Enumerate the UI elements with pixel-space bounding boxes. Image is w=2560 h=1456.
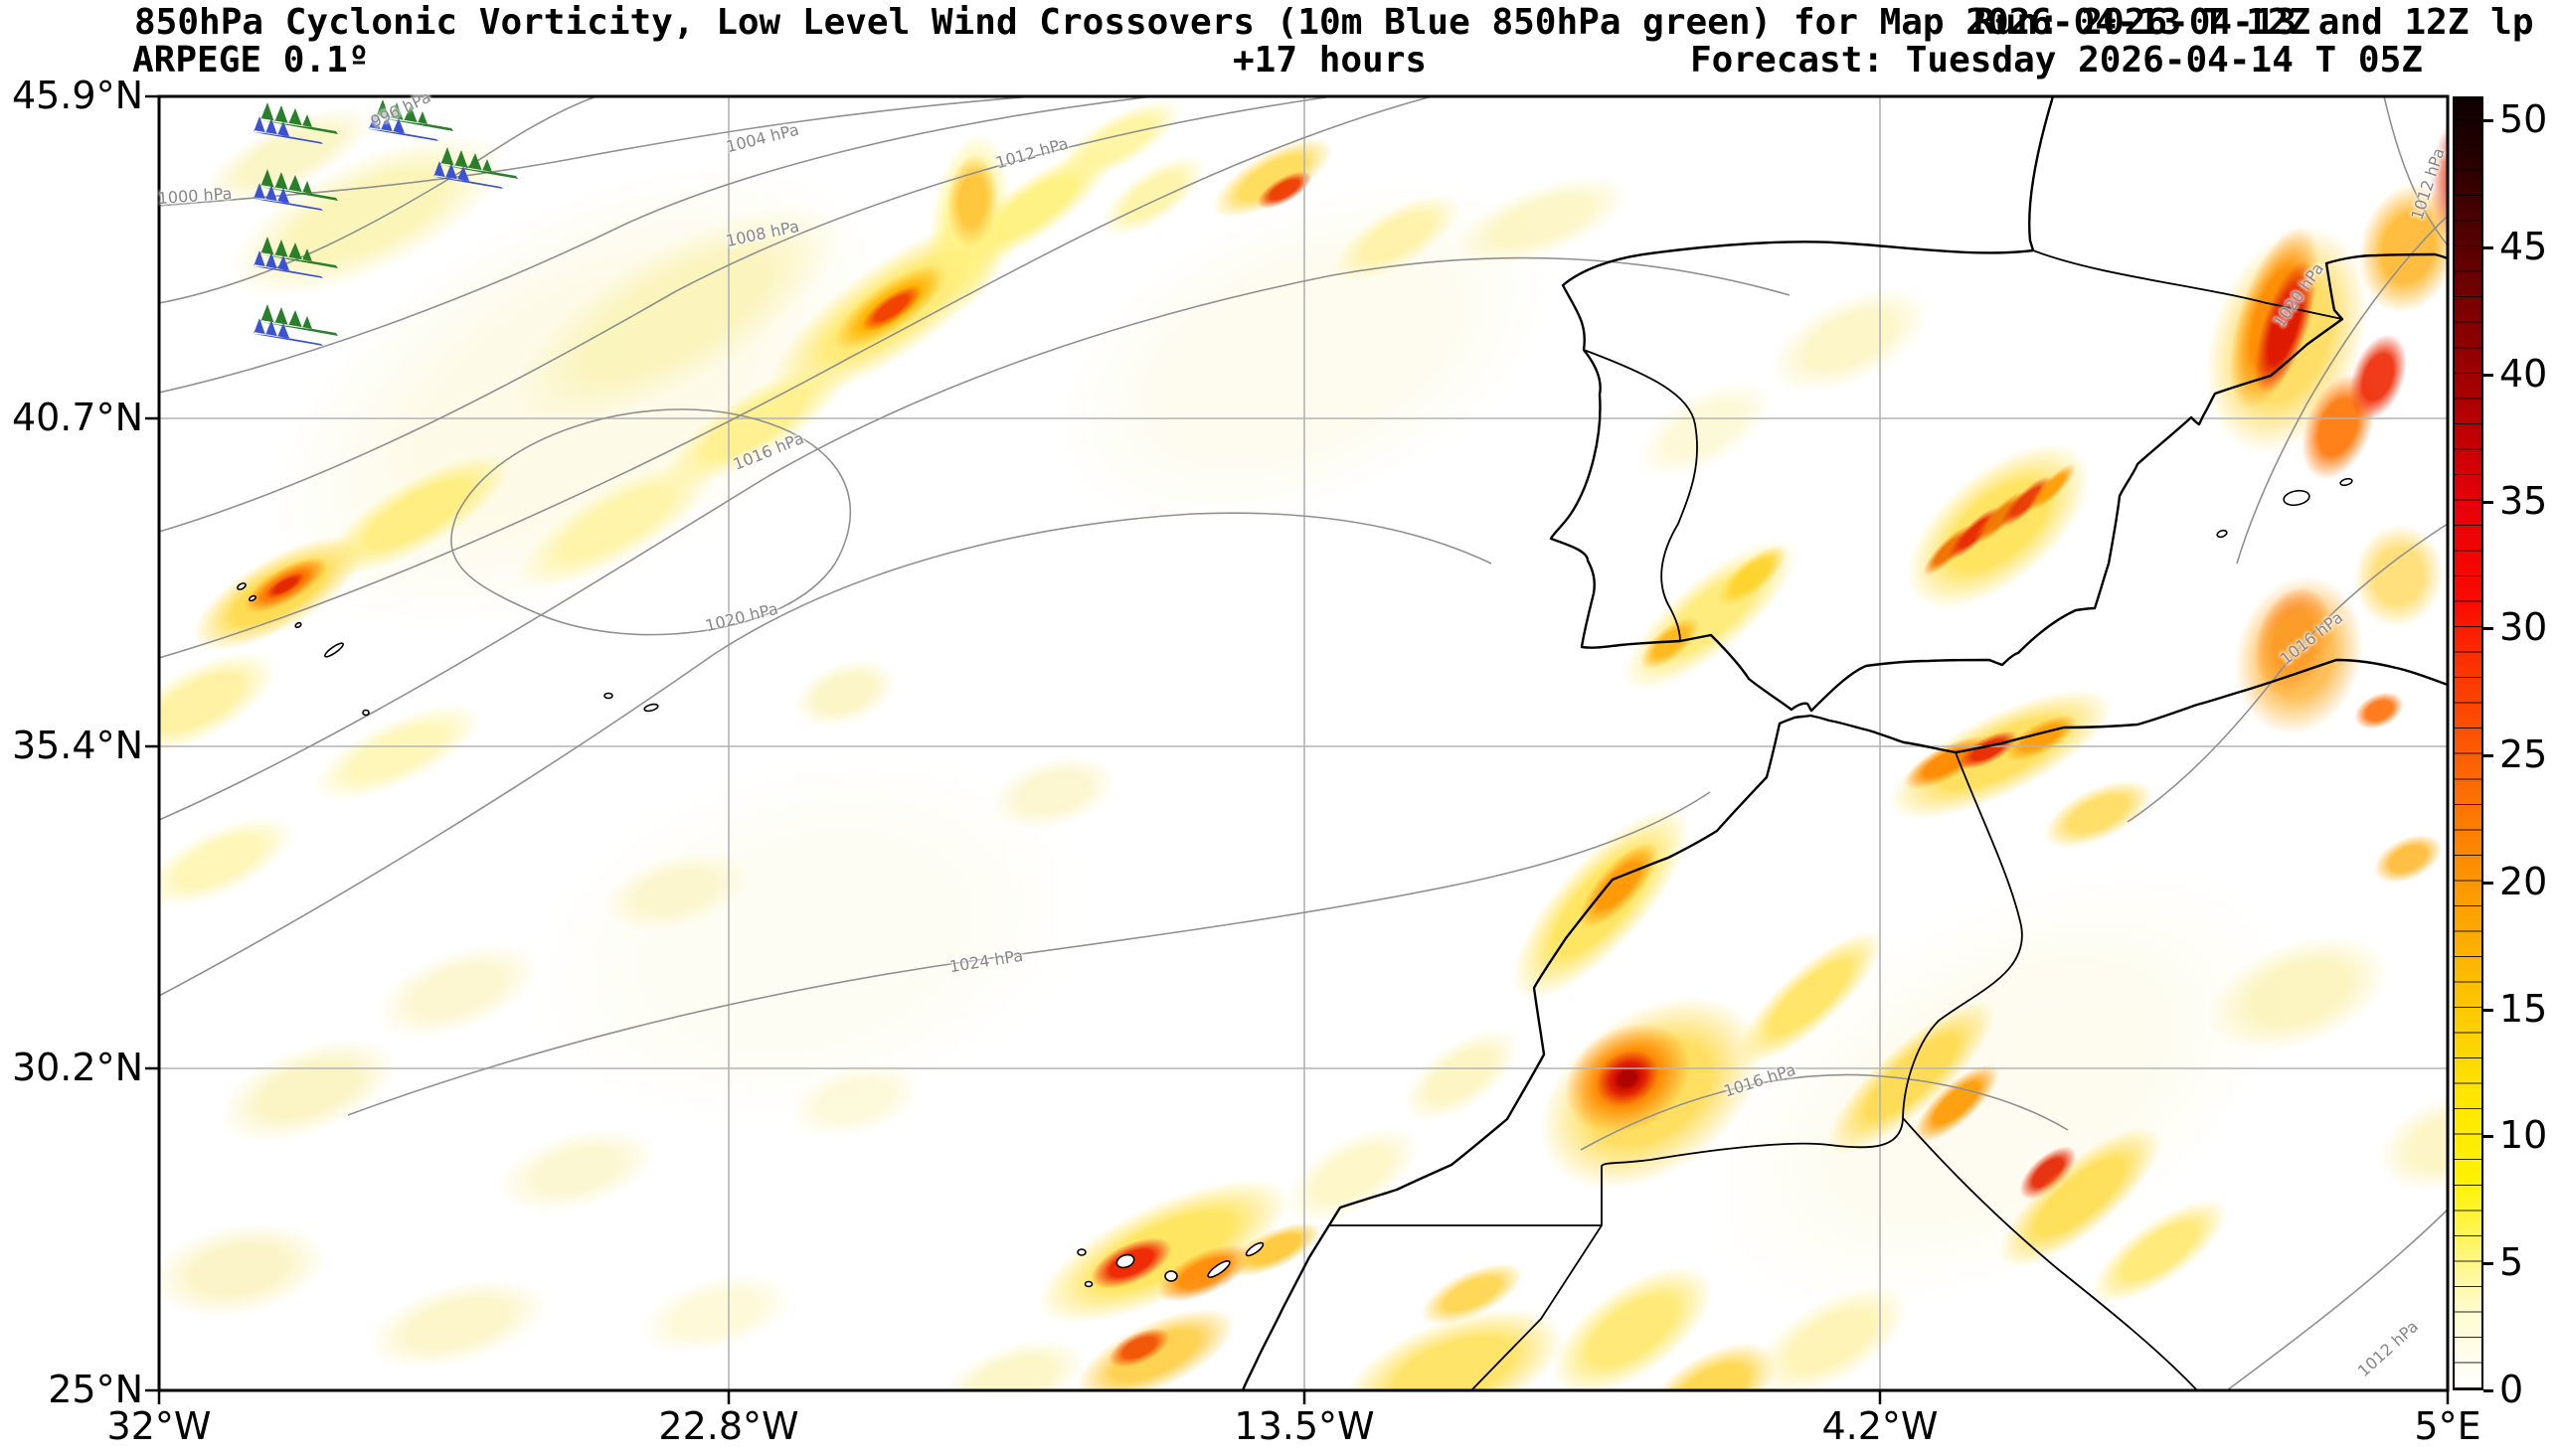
isobar-contour (2127, 523, 2449, 823)
island-canary-gran-canaria (1164, 1270, 1178, 1282)
colorbar-tick-label: 5 (2499, 1240, 2524, 1285)
y-tick-label: 25°N (48, 1368, 143, 1412)
island-madeira-1 (603, 692, 613, 700)
country-border (1328, 751, 2023, 1226)
isobar-contour (158, 512, 1492, 997)
wind-barb-pair (254, 102, 338, 144)
isobar-contour (2226, 1209, 2449, 1391)
map-frame (157, 94, 2450, 1392)
colorbar-segments (2455, 98, 2481, 1388)
island-canary-hierro (1084, 1280, 1094, 1288)
colorbar-tick (2483, 754, 2493, 757)
wind-barb-850hpa (440, 147, 518, 179)
colorbar (2453, 96, 2483, 1390)
wind-barb-850hpa (260, 169, 338, 201)
isobar-contour (158, 95, 1154, 394)
colorbar-tick (2483, 119, 2493, 122)
coastline (1241, 658, 2449, 1391)
wind-barb-pair (254, 304, 338, 346)
colorbar-tick (2483, 1262, 2493, 1265)
country-border (1583, 349, 1698, 642)
colorbar-tick (2483, 1009, 2493, 1012)
island-canary-lanzarote (1245, 1241, 1265, 1257)
model-label: ARPEGE 0.1º (132, 40, 370, 81)
map-overlay-svg (145, 94, 2450, 1404)
colorbar-tick-label: 25 (2499, 732, 2548, 777)
y-tick-label: 45.9°N (11, 74, 143, 118)
wind-barb-850hpa (376, 99, 453, 131)
island-canary-la-palma (1077, 1248, 1087, 1256)
island-azores-4 (362, 709, 370, 717)
chart-title: 850hPa Cyclonic Vorticity, Low Level Win… (134, 2, 2311, 43)
colorbar-tick-label: 50 (2499, 97, 2548, 142)
x-tick-label: 32°W (106, 1404, 212, 1448)
isobar-contour (450, 408, 852, 636)
wind-barb-10m (369, 113, 438, 141)
island-azores-2 (249, 594, 256, 602)
country-border (1902, 1117, 2198, 1391)
colorbar-tick (2483, 374, 2493, 377)
wind-barb-10m (254, 116, 323, 144)
colorbar-tick-label: 30 (2499, 605, 2548, 650)
wind-barb-10m (254, 183, 323, 211)
colorbar-tick (2483, 501, 2493, 504)
island-balearic-menorca (2339, 477, 2353, 487)
colorbar-tick-label: 20 (2499, 860, 2548, 904)
wind-barb-10m (254, 250, 323, 278)
wind-barb-850hpa (260, 237, 338, 268)
wind-barb-10m (433, 161, 503, 189)
isobar-contour (158, 95, 1035, 207)
country-border (2032, 249, 2343, 320)
isobar-contour (158, 95, 1333, 533)
colorbar-tick-label: 0 (2499, 1368, 2524, 1412)
island-canary-tenerife (1115, 1253, 1135, 1269)
isobar-contour (2383, 95, 2449, 246)
island-azores-1 (237, 582, 247, 590)
colorbar-tick-label: 15 (2499, 987, 2548, 1032)
y-tick-label: 30.2°N (11, 1046, 143, 1090)
island-madeira-2 (643, 703, 659, 713)
wind-barb-850hpa (260, 102, 338, 134)
colorbar-tick-label: 35 (2499, 479, 2548, 524)
isobar-contour (158, 256, 1791, 821)
colorbar-tick-label: 10 (2499, 1113, 2548, 1158)
colorbar-tick (2483, 1389, 2493, 1392)
wind-barb-850hpa (260, 304, 338, 336)
island-canary-fuerteventura (1207, 1260, 1231, 1278)
chart-title-run-overlay: Run: 2026-04-13 and 12Z lp (1973, 2, 2534, 43)
isobar-contour (158, 95, 1433, 659)
isobar-contour (158, 95, 597, 304)
isobar-contour (1580, 1073, 2069, 1151)
y-tick-label: 35.4°N (11, 724, 143, 768)
wind-barb-pair (369, 99, 453, 141)
x-tick-label: 5°E (2414, 1404, 2481, 1448)
isobar-contour (347, 791, 1711, 1116)
lead-time-label: +17 hours (1233, 40, 1428, 81)
island-azores-3 (324, 642, 344, 658)
wind-barb-pair (433, 147, 518, 189)
colorbar-tick (2483, 882, 2493, 885)
colorbar-tick-label: 40 (2499, 352, 2548, 397)
wind-barb-pair (254, 169, 338, 211)
island-azores-5 (294, 621, 302, 629)
wind-barb-10m (254, 318, 323, 346)
island-balearic-mallorca (2283, 489, 2310, 507)
colorbar-tick (2483, 246, 2493, 249)
isobar-contour (2236, 215, 2449, 565)
colorbar-tick-label: 45 (2499, 225, 2548, 269)
x-tick-label: 13.5°W (1234, 1404, 1375, 1448)
y-tick-label: 40.7°N (11, 396, 143, 440)
island-balearic-ibiza (2216, 529, 2228, 539)
coastline (1549, 95, 2449, 713)
forecast-label: Forecast: Tuesday 2026-04-14 T 05Z (1690, 40, 2423, 81)
x-tick-label: 22.8°W (658, 1404, 799, 1448)
colorbar-tick (2483, 627, 2493, 630)
colorbar-tick (2483, 1135, 2493, 1138)
wind-barb-pair (254, 237, 338, 278)
country-border (1470, 1224, 1603, 1391)
map-plot-area: 996 hPa 1000 hPa 1004 hPa 1008 hPa 1012 hPa 1… (145, 87, 2450, 1404)
x-tick-label: 4.2°W (1821, 1404, 1939, 1448)
